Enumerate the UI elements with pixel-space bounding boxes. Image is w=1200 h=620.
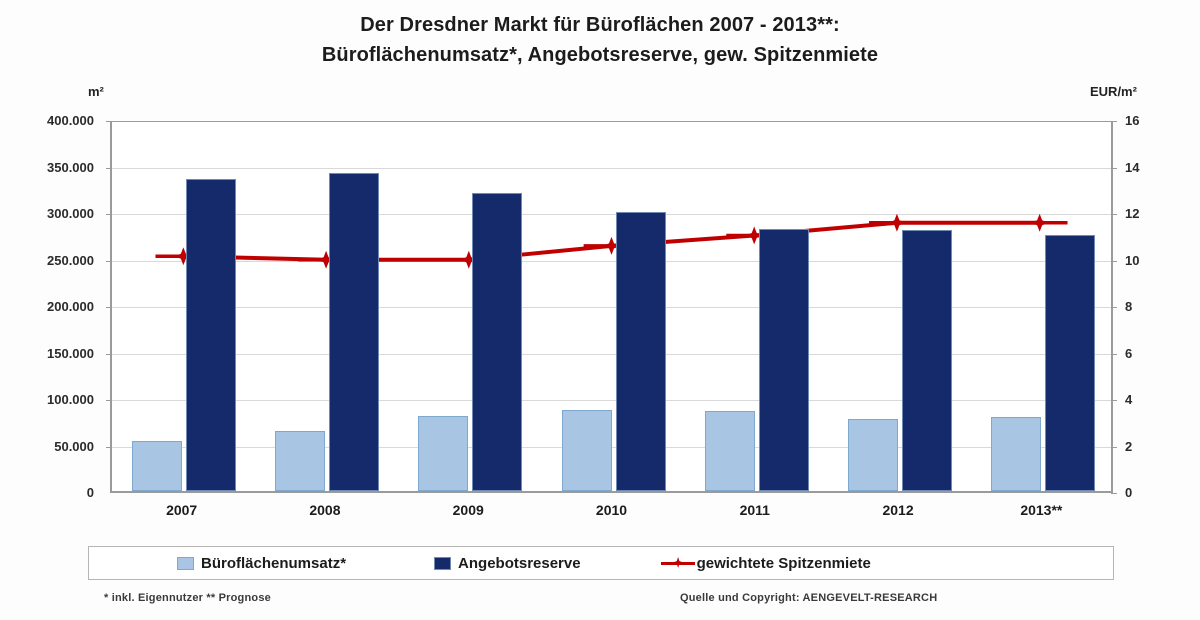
- y-tick-left: [106, 446, 112, 448]
- y-axis-unit-left: m²: [88, 84, 104, 99]
- x-axis-label: 2012: [882, 502, 914, 518]
- y-axis-unit-right: EUR/m²: [1090, 84, 1137, 99]
- chart-title-line-1: Der Dresdner Markt für Büroflächen 2007 …: [360, 14, 840, 36]
- y-tick-right: [1111, 353, 1117, 355]
- bar-bueroflaechenumsatz: [274, 431, 325, 491]
- bar-bueroflaechenumsatz: [131, 440, 182, 491]
- gridline: [112, 446, 1111, 448]
- y-axis-right-label: 16: [1125, 113, 1140, 128]
- gridline: [112, 167, 1111, 169]
- y-axis-right-label: 6: [1125, 345, 1133, 361]
- y-axis-left-label: 350.000: [47, 159, 94, 175]
- bar-angebotsreserve: [328, 172, 379, 491]
- gridline: [112, 400, 1111, 401]
- y-axis-right-label: 2: [1125, 438, 1133, 454]
- y-axis-right-label: 12: [1125, 206, 1140, 221]
- footnote-left: * inkl. Eigennutzer ** Prognose: [104, 592, 271, 604]
- y-axis-left-label: 100.000: [47, 392, 94, 407]
- bar-bueroflaechenumsatz: [848, 419, 899, 491]
- y-axis-right-label: 0: [1125, 485, 1133, 500]
- bar-angebotsreserve: [615, 212, 666, 491]
- legend-item[interactable]: gewichtete Spitzenmiete: [660, 554, 871, 572]
- bar-bueroflaechenumsatz: [418, 415, 469, 491]
- y-axis-right-label: 14: [1125, 159, 1140, 175]
- y-axis-left-label: 200.000: [47, 299, 94, 314]
- bar-angebotsreserve: [902, 229, 953, 491]
- y-tick-left: [106, 167, 112, 169]
- legend-item[interactable]: Büroflächenumsatz*: [177, 555, 346, 572]
- y-axis-left-label: 250.000: [47, 252, 94, 268]
- y-tick-right: [1111, 121, 1117, 122]
- legend-item-label: gewichtete Spitzenmiete: [696, 554, 871, 572]
- y-tick-right: [1111, 493, 1117, 494]
- bar-angebotsreserve: [472, 193, 523, 491]
- bar-angebotsreserve: [758, 228, 809, 491]
- x-axis-label: 2011: [739, 502, 770, 518]
- y-tick-right: [1111, 307, 1117, 308]
- y-axis-left-label: 0: [86, 485, 94, 500]
- legend-item-label: Büroflächenumsatz*: [201, 554, 347, 572]
- gridline: [112, 214, 1111, 215]
- chart-legend: Büroflächenumsatz* Angebotsreserve gewicht…: [88, 546, 1114, 580]
- x-axis-label: 2013**: [1020, 502, 1063, 518]
- legend-item[interactable]: Angebotsreserve: [434, 555, 581, 572]
- x-axis-label: 2008: [309, 502, 341, 518]
- line-marker: [1030, 213, 1049, 232]
- legend-item-label: Angebotsreserve: [458, 554, 581, 572]
- y-tick-left: [106, 400, 112, 401]
- legend-swatch-reserve-icon: [434, 556, 452, 570]
- y-tick-left: [106, 121, 112, 122]
- y-axis-left-label: 300.000: [47, 206, 94, 221]
- bar-angebotsreserve: [185, 179, 236, 491]
- bar-bueroflaechenumsatz: [991, 416, 1042, 491]
- y-axis-right-label: 10: [1125, 252, 1140, 268]
- y-tick-right: [1111, 167, 1117, 169]
- x-axis-label: 2009: [452, 502, 484, 518]
- x-axis-label: 2007: [166, 502, 198, 518]
- y-axis-right-label: 4: [1125, 392, 1133, 407]
- bar-angebotsreserve: [1045, 235, 1096, 491]
- y-tick-left: [106, 307, 112, 308]
- bar-bueroflaechenumsatz: [704, 411, 755, 491]
- gridline: [112, 121, 1111, 122]
- plot-area: [106, 121, 1117, 494]
- y-axis-left-label: 150.000: [47, 345, 94, 361]
- line-series-layer: [155, 213, 1068, 269]
- y-tick-right: [1111, 400, 1117, 401]
- y-axis-left-label: 50.000: [54, 438, 94, 454]
- bar-bueroflaechenumsatz: [561, 410, 612, 491]
- y-tick-right: [1111, 446, 1117, 448]
- footnote-source: Quelle und Copyright: AENGEVELT-RESEARCH: [680, 592, 938, 604]
- legend-swatch-line-icon: [660, 556, 695, 570]
- gridline: [112, 353, 1111, 355]
- gridline: [112, 260, 1111, 262]
- gridline: [112, 307, 1111, 308]
- chart-title: Der Dresdner Markt für Büroflächen 2007 …: [0, 10, 1200, 70]
- chart-title-line-2: Büroflächenumsatz*, Angebotsreserve, gew…: [321, 44, 879, 66]
- x-axis-label: 2010: [595, 502, 628, 518]
- y-tick-left: [106, 214, 112, 215]
- y-tick-right: [1111, 260, 1117, 262]
- y-tick-right: [1111, 214, 1117, 215]
- y-tick-left: [106, 353, 112, 355]
- y-tick-left: [106, 260, 112, 262]
- y-axis-left-label: 400.000: [47, 113, 94, 128]
- legend-swatch-umsatz-icon: [177, 556, 194, 570]
- y-axis-right-label: 8: [1125, 299, 1133, 314]
